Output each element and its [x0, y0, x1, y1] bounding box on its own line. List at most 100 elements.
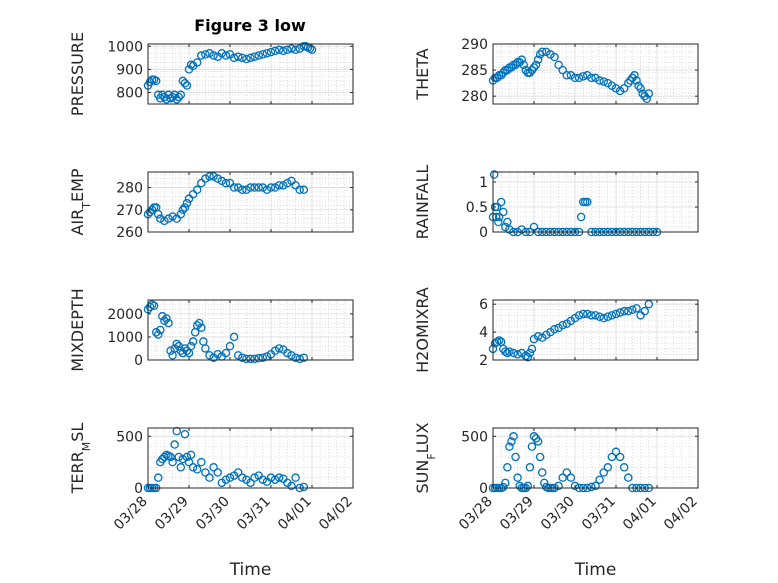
- data-point: [505, 442, 514, 451]
- data-point: [225, 473, 235, 482]
- x-tick-label: 04/02: [316, 494, 356, 534]
- data-point: [525, 68, 535, 77]
- data-point: [242, 185, 251, 195]
- data-point: [174, 452, 183, 462]
- data-point: [607, 452, 617, 462]
- y-axis-label: SUNFLUX: [413, 422, 438, 493]
- y-tick-label: 0: [134, 353, 143, 369]
- data-point: [270, 475, 280, 484]
- data-point: [242, 354, 251, 364]
- data-point: [258, 353, 268, 362]
- x-axis-label: Time: [229, 560, 272, 580]
- data-point: [489, 170, 499, 179]
- data-point: [258, 50, 268, 59]
- data-point: [250, 473, 259, 482]
- data-point: [258, 183, 268, 192]
- y-tick-label: 0: [479, 225, 488, 241]
- data-point: [186, 450, 196, 460]
- data-point: [209, 51, 218, 60]
- data-point: [246, 478, 255, 488]
- data-point: [644, 299, 654, 309]
- data-point: [540, 478, 549, 488]
- data-point: [533, 55, 543, 64]
- data-point: [611, 447, 621, 457]
- axes-box: [492, 43, 699, 105]
- data-point: [299, 185, 309, 195]
- data-point: [192, 185, 202, 195]
- data-point: [509, 432, 518, 441]
- data-point: [217, 48, 227, 58]
- data-point: [229, 53, 239, 63]
- data-point: [145, 302, 155, 312]
- data-point: [221, 348, 231, 358]
- data-point: [162, 314, 171, 323]
- data-point: [225, 341, 235, 351]
- data-point: [636, 84, 645, 93]
- data-point: [221, 51, 231, 60]
- data-point: [644, 89, 654, 98]
- data-point: [574, 73, 584, 83]
- axes-box: [147, 299, 354, 361]
- data-point: [160, 316, 169, 326]
- data-point: [178, 348, 188, 358]
- data-point: [525, 348, 535, 358]
- y-axis-label: THETA: [413, 48, 432, 100]
- x-axis-label: Time: [574, 560, 617, 580]
- data-point: [603, 312, 613, 321]
- subplot-5: 0 1000 2000 MIXDEPTH: [68, 288, 354, 372]
- data-point: [630, 71, 639, 80]
- data-point: [574, 311, 584, 320]
- data-point: [513, 350, 522, 359]
- data-point: [279, 181, 288, 190]
- data-point: [238, 473, 247, 482]
- data-point: [513, 473, 522, 482]
- axes-box: [492, 171, 699, 233]
- data-point: [149, 301, 159, 311]
- data-point: [501, 347, 510, 356]
- data-point: [172, 339, 181, 349]
- data-point: [283, 348, 292, 358]
- data-point: [170, 90, 179, 100]
- y-tick-label: 1: [479, 175, 488, 191]
- data-point: [295, 185, 304, 195]
- subplot-1: 800 900 1000 PRESSURE: [68, 32, 354, 116]
- data-point: [270, 46, 280, 56]
- data-point: [201, 50, 210, 59]
- data-point: [266, 473, 276, 482]
- data-point: [233, 52, 243, 61]
- data-point: [642, 94, 652, 104]
- data-point: [205, 473, 214, 482]
- data-point: [523, 352, 533, 362]
- data-point: [628, 305, 637, 315]
- data-point: [176, 90, 186, 100]
- axes-background: [493, 428, 698, 488]
- data-point: [533, 437, 543, 446]
- x-tick-label: 03/28: [111, 494, 151, 534]
- data-point: [291, 473, 300, 482]
- data-point: [632, 304, 641, 313]
- data-point: [505, 347, 514, 356]
- data-point: [233, 351, 243, 360]
- y-axis-label: TERRMSL: [68, 423, 93, 495]
- data-point: [151, 328, 161, 337]
- x-tick-label: 03/29: [497, 494, 537, 534]
- data-point: [246, 53, 255, 63]
- data-point: [258, 475, 268, 484]
- y-axis-label: RAINFALL: [413, 165, 432, 240]
- data-point: [503, 217, 512, 227]
- subplot-4: 0 0.5 1 RAINFALL: [413, 165, 699, 241]
- data-point: [558, 320, 567, 330]
- data-point: [595, 312, 604, 321]
- data-point: [246, 354, 255, 364]
- data-point: [624, 306, 633, 316]
- y-tick-label: 290: [461, 37, 488, 53]
- x-tick-label: 03/28: [456, 494, 496, 534]
- data-point: [156, 214, 165, 223]
- data-point: [192, 58, 202, 67]
- data-point: [174, 92, 183, 102]
- data-point: [192, 465, 202, 474]
- data-point: [287, 44, 296, 53]
- data-point: [160, 452, 169, 462]
- data-point: [587, 482, 596, 492]
